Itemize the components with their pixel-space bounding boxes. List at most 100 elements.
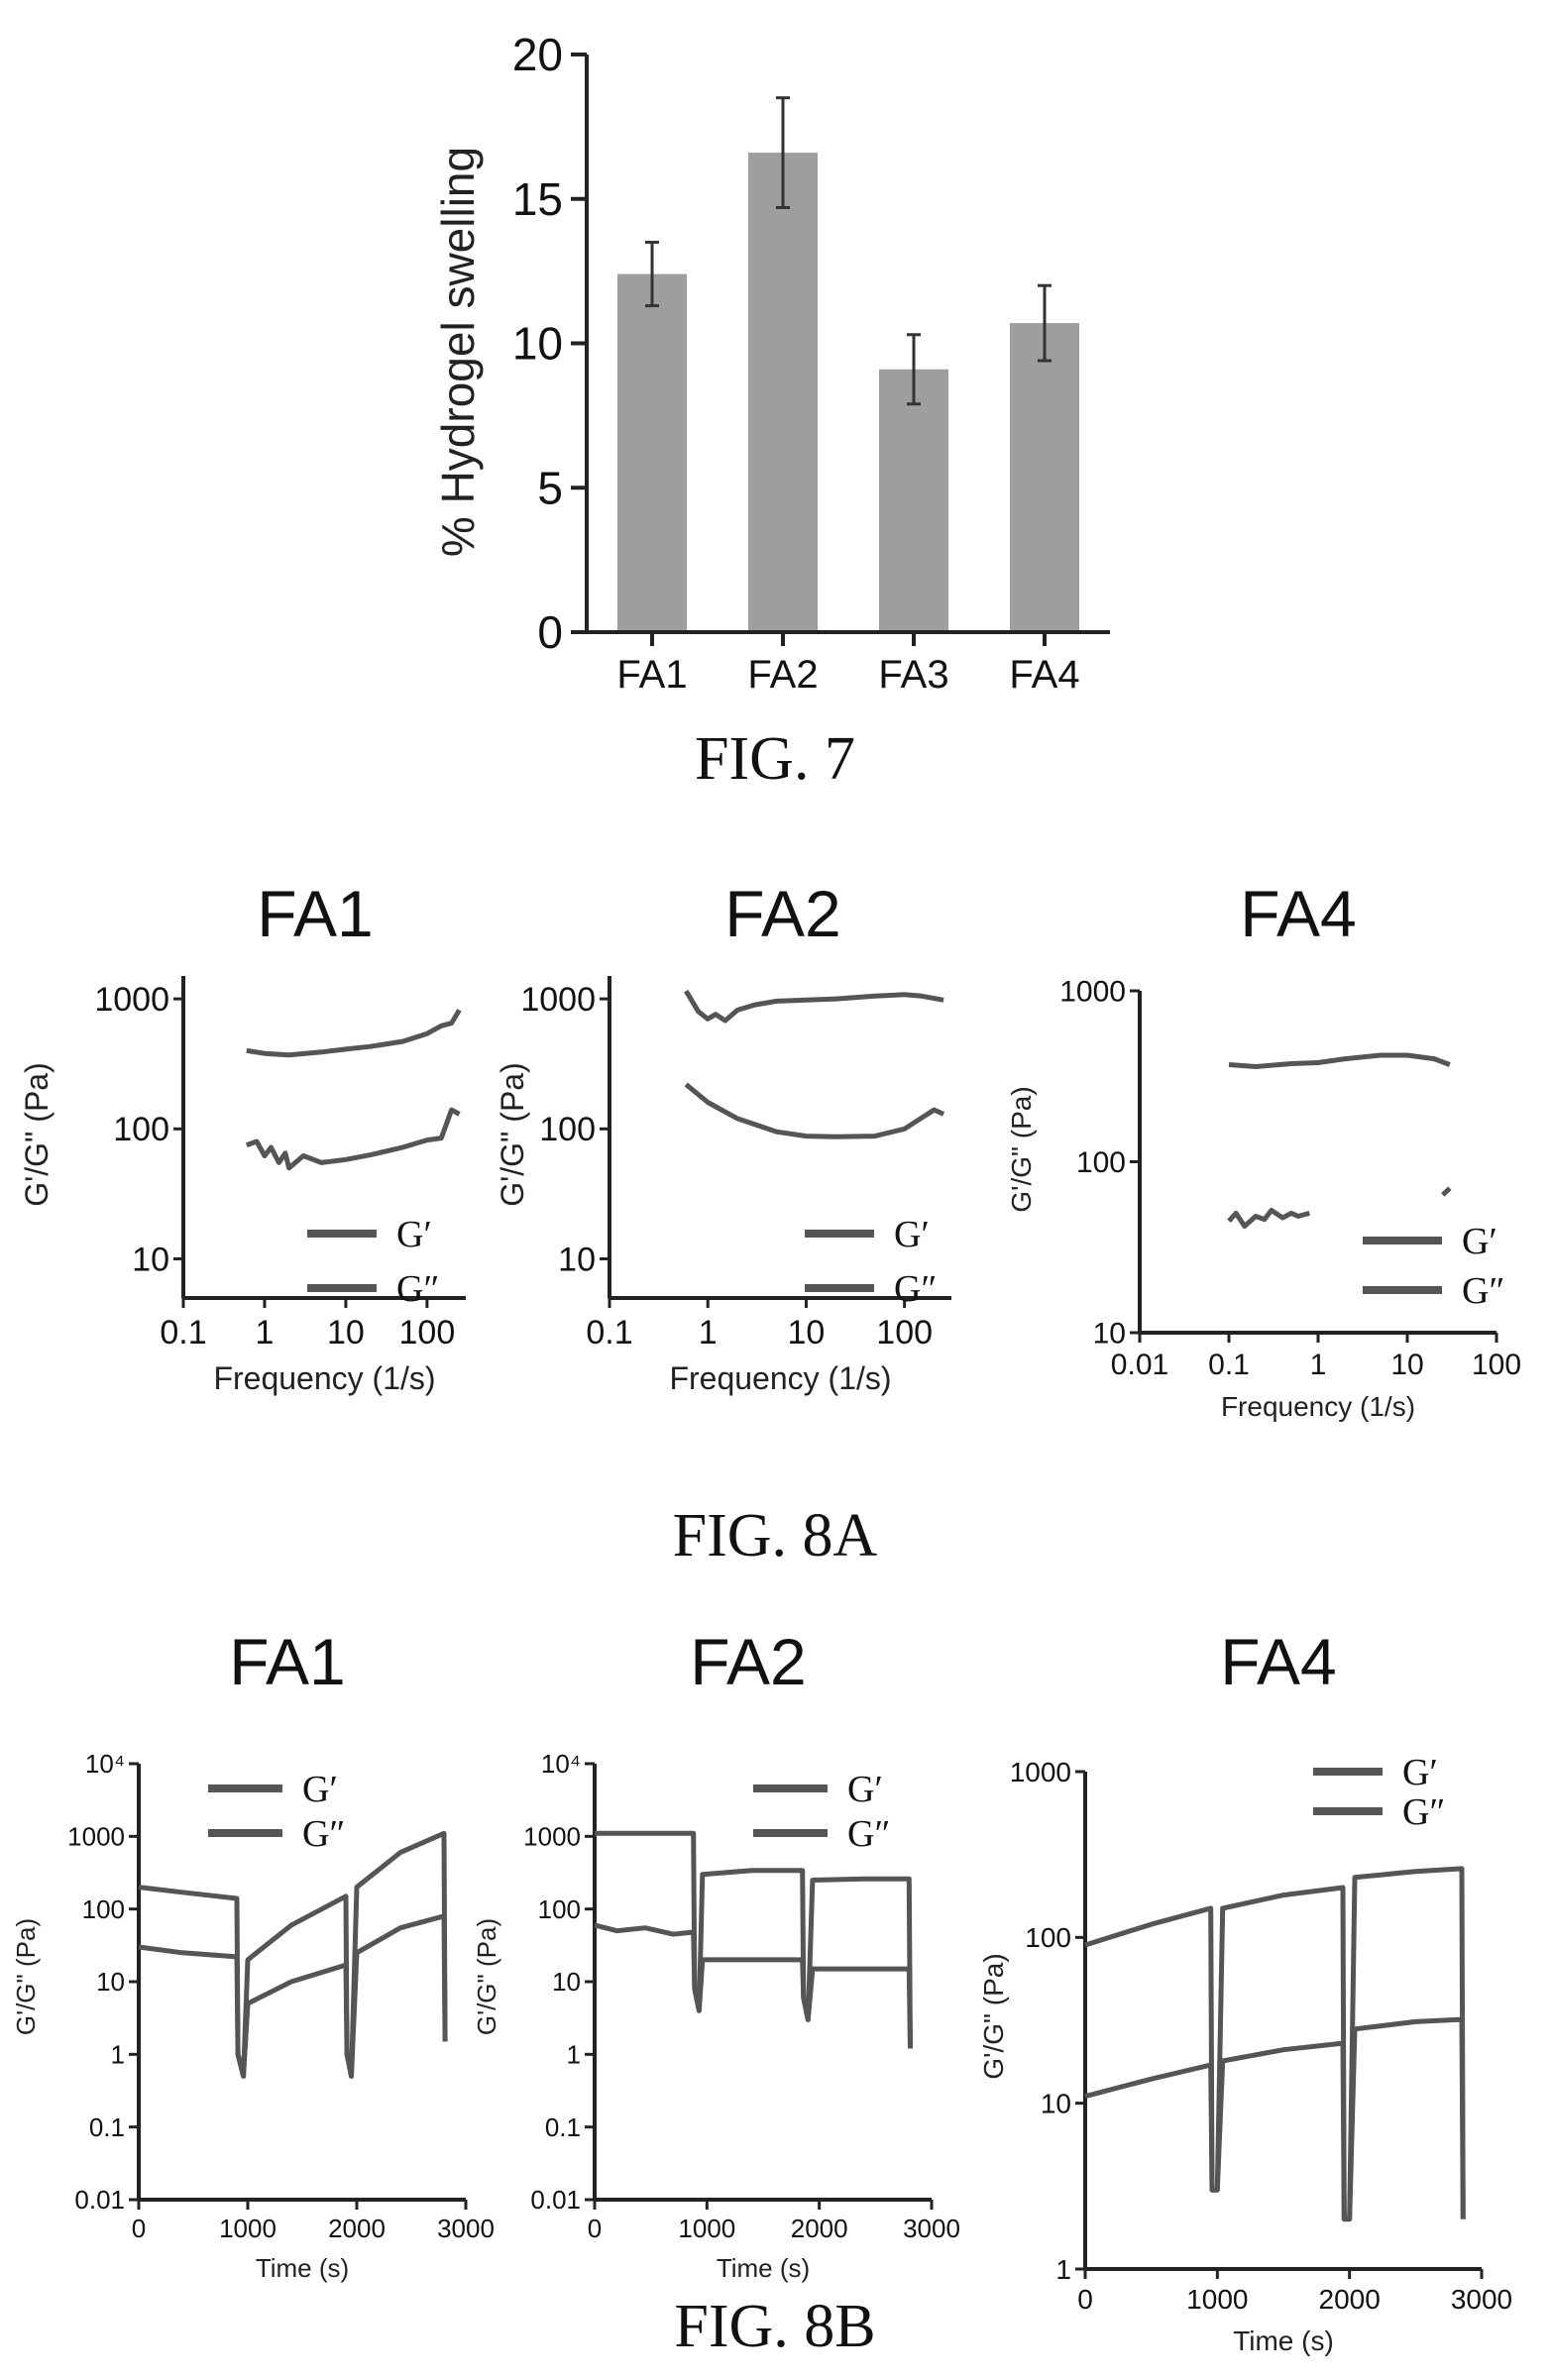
p1-xtick-label: 1 [256, 1314, 275, 1352]
p1-title: FA1 [257, 877, 373, 950]
p1-series-g-double-prime-line [245, 1107, 461, 1171]
p2-series-g-double-prime-line [684, 1082, 945, 1139]
p2-xtick-label: 0.1 [586, 1314, 632, 1352]
p1-legend-item: G′ [307, 1214, 432, 1255]
p2-ytick-label: 10 [558, 1241, 596, 1278]
p4-ytick-label: 100 [82, 1894, 125, 1924]
p2-xtick-label: 10 [788, 1314, 826, 1352]
fig7-caption: FIG. 7 [695, 725, 855, 793]
fig7-ytick-label: 15 [512, 173, 563, 225]
p1-ytick-label: 100 [113, 1111, 169, 1148]
p6-xtick-label: 3000 [1451, 2284, 1512, 2315]
p6-legend-item: G″ [1313, 1791, 1445, 1833]
p2-legend-label: G′ [894, 1214, 930, 1255]
p3-legend-item: G″ [1363, 1270, 1504, 1312]
p5-series-g-double-prime-line [594, 1922, 913, 2049]
p5-legend-label: G′ [847, 1769, 883, 1810]
p3-series-g-double-prime-line [1227, 1208, 1310, 1229]
fig7-ylabel: % Hydrogel swelling [432, 147, 484, 557]
p3-ytick-label: 1000 [1059, 976, 1126, 1009]
fig7-bar-fa4 [1010, 323, 1079, 632]
fig8a-caption: FIG. 8A [673, 1502, 878, 1569]
fig8b-fa2-panel: FA2 0.01 0.1 1 10 100 1000 10⁴ 0 1000 2000 3000 Time… [472, 1625, 960, 2283]
p3-xtick-label: 1 [1310, 1349, 1327, 1381]
p5-legend-item: G′ [753, 1769, 883, 1810]
p1-series-g-prime-line [246, 1009, 462, 1058]
p3-legend-label: G″ [1462, 1270, 1504, 1312]
p3-legend-label: G′ [1462, 1221, 1497, 1262]
fig7-errorbar-fa3 [907, 333, 921, 406]
p5-ytick-label: 10 [552, 1967, 581, 1997]
p6-legend-item: G′ [1313, 1752, 1438, 1793]
p4-ytick-label: 0.01 [74, 2185, 125, 2215]
fig8b-fa1-panel: FA1 0.01 0.1 1 10 100 1000 10⁴ 0 1000 2000 3000 Time… [11, 1625, 495, 2283]
p5-legend-label: G″ [847, 1813, 890, 1855]
p1-xtick-label: 10 [327, 1314, 365, 1352]
fig8b-fa4-panel: FA4 1 10 100 1000 0 1000 2000 3000 Time (s) G'/G" … [978, 1625, 1512, 2356]
p2-legend-label: G″ [894, 1268, 937, 1310]
p4-series-g-double-prime-line [138, 1913, 448, 2079]
p4-ytick-label: 10 [96, 1967, 125, 1997]
p4-xtick-label: 0 [132, 2214, 146, 2243]
p1-xtick-label: 100 [399, 1314, 456, 1352]
p3-legend-item: G′ [1363, 1221, 1497, 1262]
p6-ytick-label: 10 [1041, 2088, 1071, 2118]
p4-legend-label: G′ [302, 1769, 338, 1810]
fig7-ytick-label: 10 [512, 318, 563, 370]
p1-xlabel: Frequency (1/s) [213, 1360, 435, 1396]
fig7-ytick-label: 0 [537, 606, 563, 658]
p2-title: FA2 [724, 877, 840, 950]
p1-legend-item: G″ [307, 1268, 439, 1310]
p2-ytick-label: 100 [539, 1111, 596, 1148]
fig7-errorbar-fa2 [776, 96, 790, 209]
p2-xtick-label: 100 [876, 1314, 933, 1352]
fig7-bar-fa3 [879, 369, 948, 632]
fig7-ytick-label: 5 [537, 462, 563, 513]
p5-xtick-label: 0 [588, 2214, 602, 2243]
fig8a-fa2-panel: FA2 10 100 1000 0.1 1 10 100 Frequency (1/s) G'/G… [495, 877, 951, 1396]
p6-xtick-label: 2000 [1319, 2284, 1381, 2315]
p6-xtick-label: 1000 [1186, 2284, 1248, 2315]
p5-xlabel: Time (s) [717, 2253, 810, 2283]
fig7-xtick-label: FA1 [616, 653, 687, 697]
p4-xtick-label: 1000 [219, 2214, 277, 2243]
p3-series-g-double-prime-line [1441, 1186, 1452, 1197]
p6-legend-label: G″ [1402, 1791, 1445, 1833]
p3-xtick-label: 100 [1472, 1349, 1521, 1381]
p3-xtick-label: 0.01 [1111, 1349, 1168, 1381]
p5-xtick-label: 1000 [678, 2214, 735, 2243]
fig7-bar-fa2 [748, 153, 818, 633]
p3-ytick-label: 100 [1076, 1146, 1126, 1179]
p5-series-g-prime-line [595, 1830, 913, 2049]
p2-xlabel: Frequency (1/s) [669, 1360, 891, 1396]
p4-title: FA1 [229, 1625, 345, 1698]
p4-ylabel: G'/G" (Pa) [11, 1918, 41, 2035]
p5-ytick-label: 100 [538, 1894, 581, 1924]
p5-ytick-label: 1 [567, 2039, 581, 2069]
p5-xtick-label: 3000 [903, 2214, 960, 2243]
p6-series-g-prime-line [1084, 1866, 1466, 2222]
fig7-bar-fa1 [617, 273, 687, 632]
p1-xtick-label: 0.1 [160, 1314, 206, 1352]
p6-ytick-label: 1000 [1010, 1757, 1071, 1787]
fig8a-fa4-panel: FA4 10 100 1000 0.01 0.1 1 10 100 Frequency (1/s)… [1006, 877, 1521, 1422]
p2-series-g-prime-line [684, 989, 944, 1024]
p6-ytick-label: 100 [1025, 1922, 1071, 1953]
p5-ytick-label: 0.01 [530, 2185, 581, 2215]
p6-ylabel: G'/G" (Pa) [978, 1953, 1009, 2079]
p2-ytick-label: 1000 [520, 981, 596, 1019]
fig8a-fa1-panel: FA1 10 100 1000 0.1 1 10 100 Frequency (1/s) G'/G… [19, 877, 466, 1396]
p1-ylabel: G'/G" (Pa) [19, 1062, 55, 1206]
p6-xlabel: Time (s) [1233, 2326, 1334, 2356]
p4-series-g-prime-line [138, 1830, 448, 2079]
fig7-xtick-label: FA4 [1009, 653, 1079, 697]
fig7-bar-chart: 0 5 10 15 20 FA1 FA2 FA3 FA4 % Hydrogel swelling [432, 29, 1110, 697]
p1-legend-label: G″ [396, 1268, 439, 1310]
p2-legend-item: G′ [805, 1214, 930, 1255]
p5-ylabel: G'/G" (Pa) [472, 1918, 501, 2035]
p3-ytick-label: 10 [1093, 1318, 1126, 1351]
fig8b-caption: FIG. 8B [674, 2293, 875, 2360]
p5-xtick-label: 2000 [791, 2214, 848, 2243]
fig7-ytick-label: 20 [512, 29, 563, 80]
